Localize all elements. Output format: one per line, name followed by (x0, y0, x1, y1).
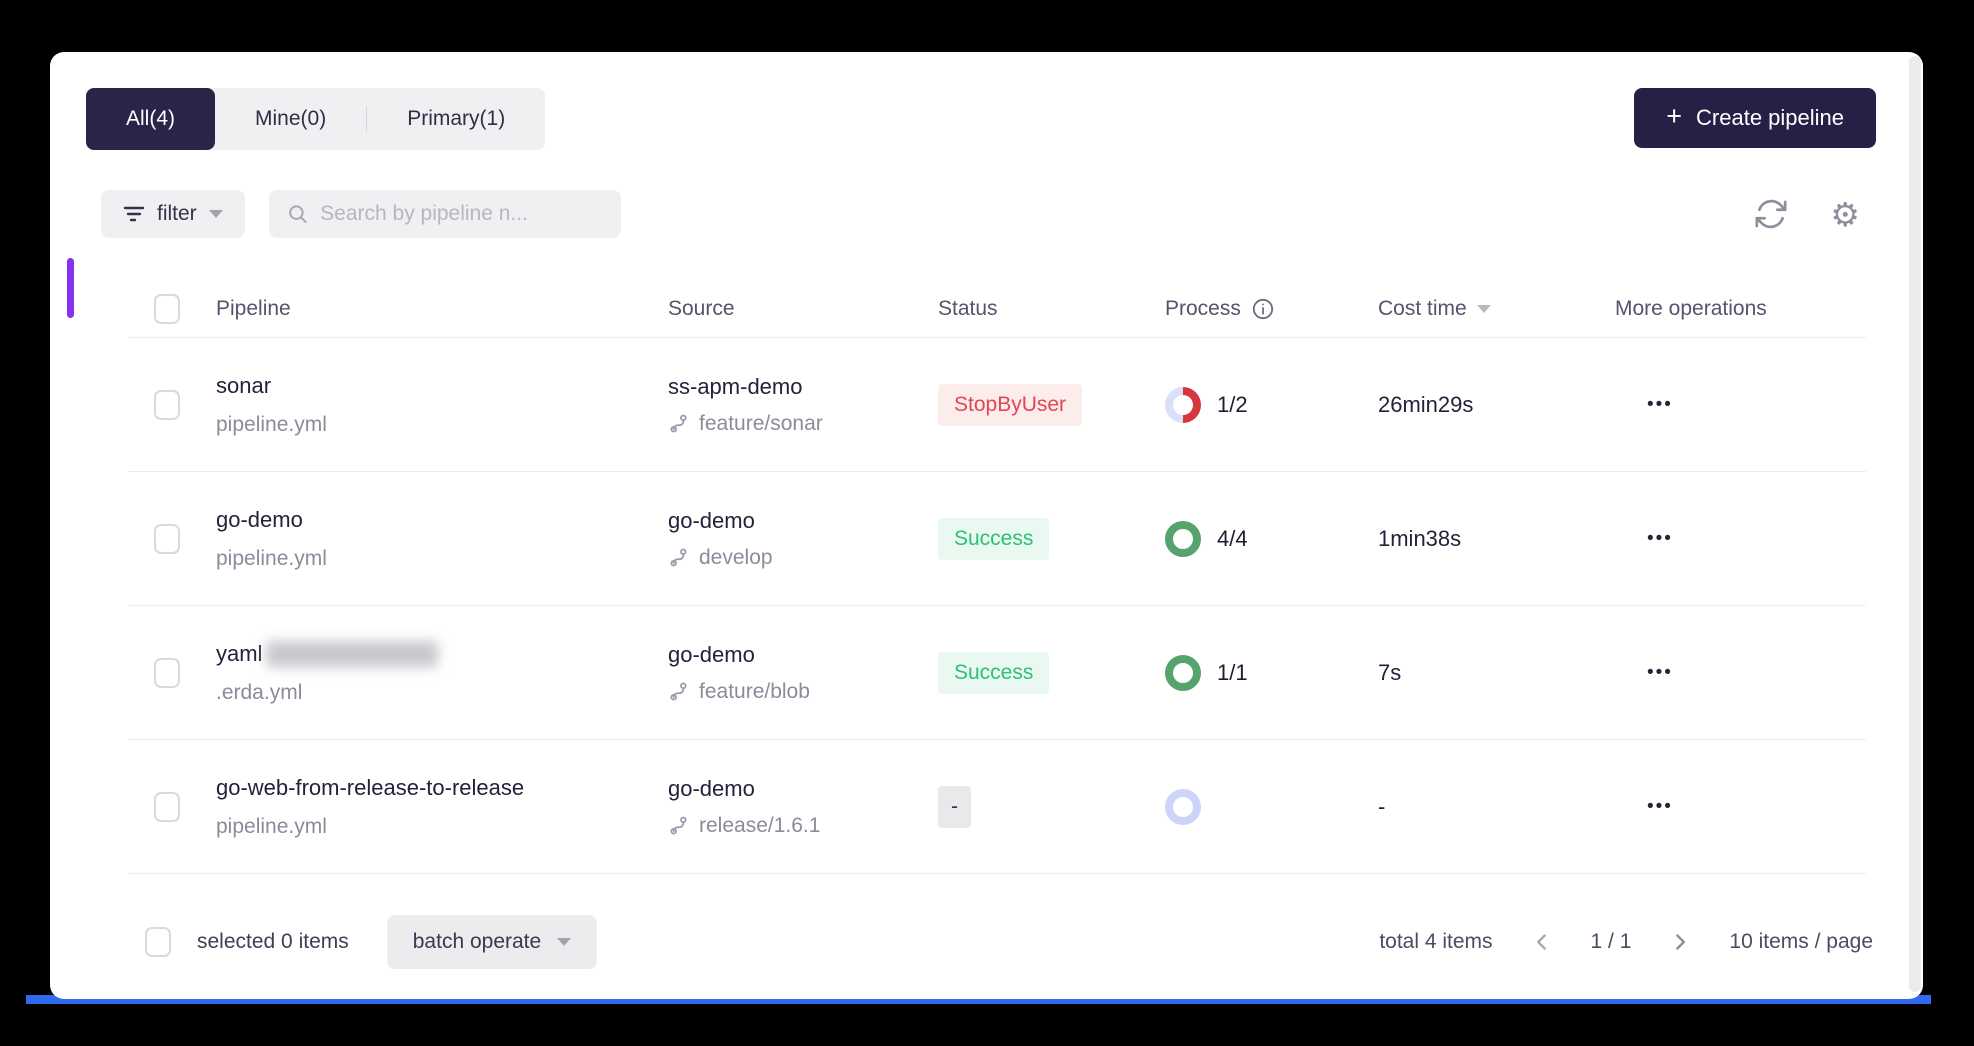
column-source: Source (668, 296, 735, 320)
search-input[interactable] (320, 202, 603, 226)
header-row: All(4) Mine(0) Primary(1) + Create pipel… (86, 88, 1876, 150)
column-cost-time[interactable]: Cost time (1378, 297, 1615, 321)
batch-operate-button[interactable]: batch operate (386, 915, 598, 969)
vertical-scrollbar[interactable] (1909, 56, 1921, 992)
status-badge: - (938, 785, 971, 828)
column-pipeline: Pipeline (216, 296, 291, 320)
source-app: go-demo (668, 507, 755, 533)
pipeline-file: pipeline.yml (216, 814, 327, 838)
tab-group: All(4) Mine(0) Primary(1) (86, 88, 546, 150)
next-page-button[interactable] (1667, 929, 1693, 955)
source-branch: feature/sonar (668, 412, 938, 436)
pipeline-file: .erda.yml (216, 680, 303, 704)
table-header: Pipeline Source Status Process Cost time… (128, 280, 1866, 338)
chevron-down-icon (557, 938, 572, 946)
source-app: ss-apm-demo (668, 373, 803, 399)
redacted-text-blur (266, 640, 439, 667)
pipeline-file: pipeline.yml (216, 546, 327, 570)
table-row[interactable]: go-demo pipeline.yml go-demo develop Suc… (128, 472, 1866, 606)
source-branch: release/1.6.1 (668, 814, 938, 838)
row-checkbox[interactable] (154, 791, 180, 822)
select-all-checkbox[interactable] (154, 293, 180, 324)
pipeline-name: yaml (216, 640, 668, 667)
total-items-label: total 4 items (1379, 930, 1493, 953)
chevron-left-icon (1536, 934, 1546, 950)
git-branch-icon (670, 414, 687, 433)
settings-button[interactable]: ⚙ (1830, 198, 1860, 231)
chevron-down-icon (208, 210, 223, 218)
cost-time: - (1378, 793, 1386, 819)
process-ring-icon (1165, 654, 1201, 691)
column-more-operations: More operations (1615, 296, 1767, 320)
left-accent-bar (67, 258, 74, 318)
batch-operate-label: batch operate (412, 930, 542, 953)
process-ring-icon (1165, 788, 1201, 825)
filter-icon (123, 206, 145, 222)
bottom-blue-strip (26, 995, 1931, 1004)
pipeline-file: pipeline.yml (216, 412, 327, 436)
more-operations-icon[interactable]: ••• (1647, 661, 1673, 683)
source-app: go-demo (668, 641, 755, 667)
sort-caret-icon (1476, 304, 1491, 313)
tab-divider (366, 106, 368, 132)
row-checkbox[interactable] (154, 523, 180, 554)
table-footer: selected 0 items batch operate total 4 i… (145, 912, 1873, 972)
status-badge: StopByUser (938, 383, 1083, 426)
pagination: total 4 items 1 / 1 10 items / page (1379, 929, 1873, 955)
source-branch: develop (668, 546, 938, 570)
items-per-page-label[interactable]: 10 items / page (1729, 930, 1873, 953)
pipeline-list-window: All(4) Mine(0) Primary(1) + Create pipel… (50, 52, 1923, 999)
chevron-right-icon (1676, 934, 1686, 950)
selected-count-label: selected 0 items (197, 930, 349, 953)
filter-label: filter (157, 202, 197, 225)
process-ring-icon (1165, 520, 1201, 557)
info-icon[interactable] (1251, 297, 1275, 321)
pipeline-name: sonar (216, 372, 272, 398)
status-badge: Success (938, 517, 1050, 560)
gear-icon: ⚙ (1830, 194, 1860, 234)
table-row[interactable]: yaml .erda.yml go-demo feature/blob (128, 606, 1866, 740)
source-branch: feature/blob (668, 680, 938, 704)
cost-time: 1min38s (1378, 525, 1462, 551)
create-pipeline-label: Create pipeline (1696, 105, 1844, 130)
table-row[interactable]: go-web-from-release-to-release pipeline.… (128, 740, 1866, 874)
row-checkbox[interactable] (154, 389, 180, 420)
row-checkbox[interactable] (154, 657, 180, 688)
pipeline-name: go-demo (216, 506, 303, 532)
process-ring-icon (1165, 386, 1201, 423)
search-icon (288, 205, 307, 224)
plus-icon: + (1666, 101, 1683, 131)
source-app: go-demo (668, 775, 755, 801)
search-box[interactable] (268, 190, 621, 238)
prev-page-button[interactable] (1529, 929, 1555, 955)
process-count: 4/4 (1217, 525, 1248, 551)
column-status: Status (938, 296, 998, 320)
tab-all[interactable]: All(4) (86, 88, 216, 150)
git-branch-icon (670, 682, 687, 701)
git-branch-icon (670, 548, 687, 567)
cost-time: 26min29s (1378, 391, 1474, 417)
refresh-icon (1755, 199, 1787, 229)
more-operations-icon[interactable]: ••• (1647, 527, 1673, 549)
process-count: 1/1 (1217, 659, 1248, 685)
tab-primary[interactable]: Primary(1) (407, 107, 506, 130)
footer-select-checkbox[interactable] (145, 927, 171, 957)
column-process: Process (1165, 297, 1378, 321)
more-operations-icon[interactable]: ••• (1647, 795, 1673, 817)
pipeline-name: go-web-from-release-to-release (216, 774, 525, 800)
more-operations-icon[interactable]: ••• (1647, 393, 1673, 415)
table-row[interactable]: sonar pipeline.yml ss-apm-demo feature/s… (128, 338, 1866, 472)
page-indicator: 1 / 1 (1590, 930, 1632, 953)
git-branch-icon (670, 816, 687, 835)
status-badge: Success (938, 651, 1050, 694)
toolbar: filter ⚙ (101, 190, 1860, 238)
create-pipeline-button[interactable]: + Create pipeline (1634, 88, 1876, 148)
process-count: 1/2 (1217, 391, 1248, 417)
cost-time: 7s (1378, 659, 1402, 685)
pipeline-table: Pipeline Source Status Process Cost time… (128, 280, 1866, 874)
tab-mine[interactable]: Mine(0) (255, 107, 327, 130)
filter-button[interactable]: filter (101, 190, 245, 238)
refresh-button[interactable] (1754, 197, 1788, 231)
